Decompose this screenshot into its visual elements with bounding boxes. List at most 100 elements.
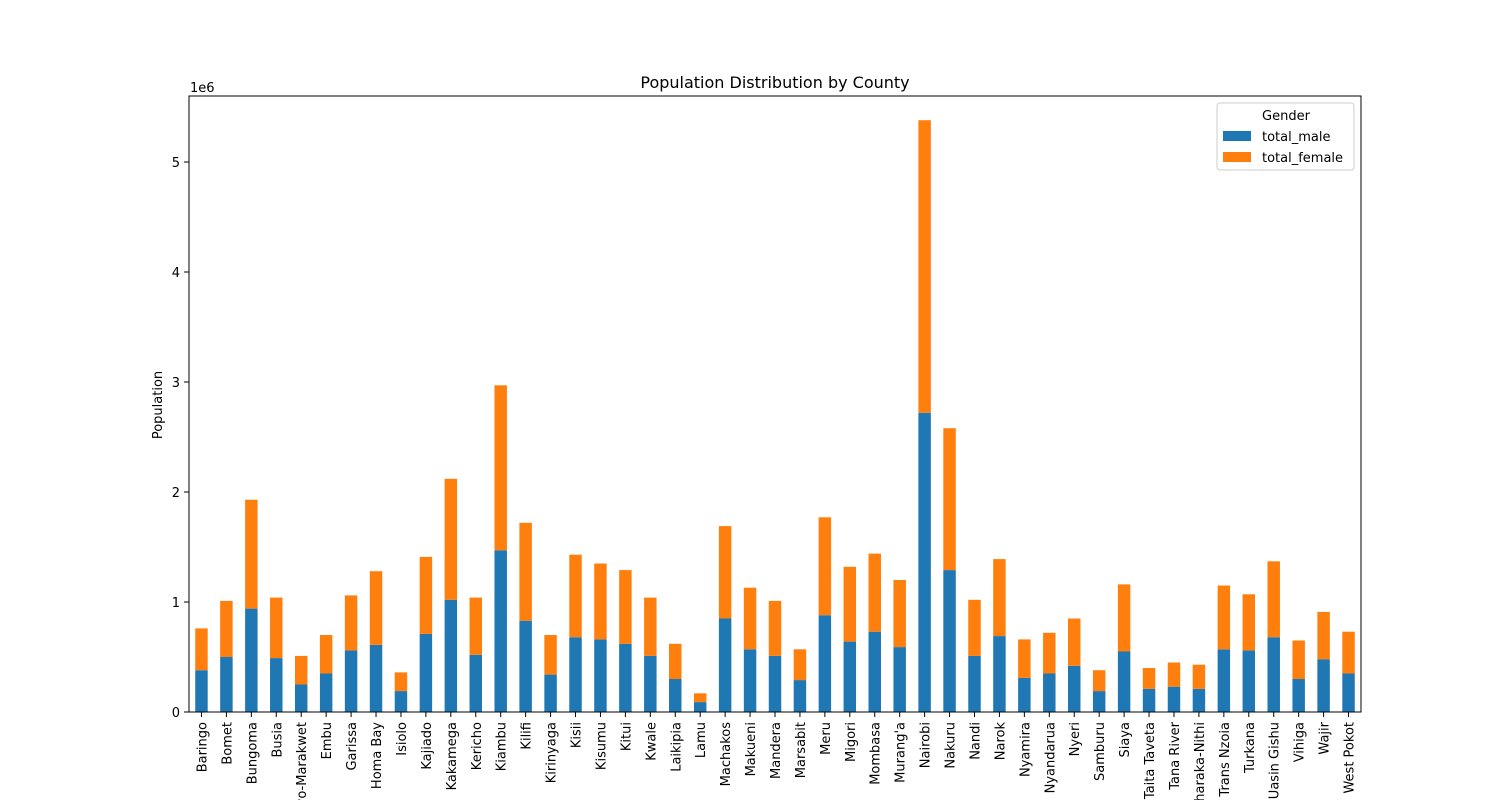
bar-kisumu-total-male — [594, 639, 607, 712]
x-tick-label-uasin-gishu: Uasin Gishu — [1268, 722, 1283, 799]
y-tick-label-1: 1 — [172, 596, 180, 611]
bar-kericho-total-male — [469, 654, 482, 712]
x-tick-label-tana-river: Tana River — [1168, 721, 1183, 790]
x-tick-label-makueni: Makueni — [744, 722, 759, 776]
bar-nyandarua-total-female — [1043, 632, 1056, 674]
bar-meru-total-male — [818, 615, 832, 712]
bar-mandera-total-male — [768, 655, 782, 712]
x-tick-label-mombasa: Mombasa — [869, 722, 884, 785]
bar-isiolo-total-female — [394, 672, 408, 692]
bar-kakamega-total-female — [444, 478, 458, 600]
bar-kajiado-total-male — [419, 633, 433, 712]
y-tick-label-2: 2 — [172, 486, 180, 501]
bar-murang-a-total-male — [893, 647, 906, 712]
bar-nyamira-total-male — [1018, 677, 1031, 712]
x-axis: Baringo Bomet Bungoma Busia Elgeyo-Marakwet E… — [195, 712, 1358, 800]
x-tick-label-migori: Migori — [844, 722, 859, 762]
x-tick-label-elgeyo-marakwet: Elgeyo-Marakwet — [295, 722, 310, 800]
x-tick-label-kericho: Kericho — [470, 722, 485, 770]
x-tick-label-kakamega: Kakamega — [445, 722, 460, 790]
legend-swatch-total-female — [1223, 152, 1251, 162]
bar-kisii-total-male — [569, 637, 582, 712]
bar-uasin-gishu-total-female — [1267, 561, 1280, 638]
legend-box — [1216, 102, 1355, 171]
bar-embu-total-female — [319, 635, 333, 674]
bar-bomet-total-female — [220, 600, 233, 657]
bar-nairobi-total-male — [918, 412, 931, 712]
bar-kisii-total-female — [569, 554, 582, 638]
x-tick-label-kitui: Kitui — [619, 722, 634, 751]
x-tick-label-machakos: Machakos — [719, 722, 734, 787]
bar-kajiado-total-female — [419, 556, 433, 634]
bar-nandi-total-female — [968, 599, 981, 656]
x-tick-label-embu: Embu — [320, 722, 335, 759]
bar-tana-river-total-male — [1167, 686, 1181, 712]
bar-kilifi-total-male — [519, 620, 532, 712]
bar-nairobi-total-female — [918, 120, 931, 413]
x-tick-label-nakuru: Nakuru — [944, 722, 959, 769]
bar-nakuru-total-female — [943, 428, 956, 571]
bar-tana-river-total-female — [1167, 662, 1181, 687]
bar-bungoma-total-female — [245, 499, 258, 609]
bar-meru-total-female — [818, 517, 832, 616]
bar-makueni-total-female — [743, 587, 757, 650]
bar-nakuru-total-male — [943, 570, 956, 712]
bar-siaya-total-female — [1117, 584, 1131, 652]
x-tick-label-garissa: Garissa — [345, 722, 360, 771]
x-tick-label-bungoma: Bungoma — [245, 722, 260, 784]
x-tick-label-isiolo: Isiolo — [395, 722, 410, 756]
bar-nyeri-total-female — [1068, 618, 1081, 666]
x-tick-label-lamu: Lamu — [694, 722, 709, 758]
bar-kakamega-total-male — [444, 599, 458, 712]
y-tick-label-0: 0 — [172, 706, 180, 721]
bar-bomet-total-male — [220, 657, 233, 712]
bar-west-pokot-total-male — [1342, 673, 1355, 712]
bar-narok-total-female — [993, 559, 1006, 637]
bar-murang-a-total-female — [893, 580, 906, 648]
bars-layer — [195, 120, 1355, 712]
x-tick-label-bomet: Bomet — [220, 722, 235, 765]
x-tick-label-mandera: Mandera — [769, 722, 784, 779]
bar-uasin-gishu-total-male — [1267, 637, 1280, 712]
bar-trans-nzoia-total-male — [1217, 649, 1231, 712]
legend-swatch-total-male — [1223, 131, 1251, 141]
bar-machakos-total-male — [718, 618, 732, 712]
y-tick-label-4: 4 — [172, 266, 180, 281]
bar-baringo-total-male — [195, 670, 208, 712]
bar-vihiga-total-male — [1292, 679, 1305, 712]
bar-mandera-total-female — [768, 600, 782, 656]
bar-laikipia-total-male — [669, 679, 682, 712]
bar-homa-bay-total-female — [369, 571, 383, 645]
bar-laikipia-total-female — [669, 643, 682, 679]
bar-baringo-total-female — [195, 628, 208, 671]
y-axis-scale-label: 1e6 — [190, 81, 215, 96]
bar-taita-taveta-total-female — [1142, 668, 1156, 689]
x-tick-label-wajir: Wajir — [1318, 721, 1333, 754]
bar-turkana-total-male — [1242, 650, 1256, 712]
x-tick-label-kirinyaga: Kirinyaga — [545, 722, 560, 783]
x-tick-label-siaya: Siaya — [1118, 722, 1133, 758]
bar-busia-total-male — [270, 658, 283, 712]
x-tick-label-laikipia: Laikipia — [669, 722, 684, 772]
x-tick-label-samburu: Samburu — [1093, 722, 1108, 781]
x-tick-label-kwale: Kwale — [644, 722, 659, 761]
x-tick-label-kiambu: Kiambu — [495, 722, 510, 771]
bar-kisumu-total-female — [594, 563, 607, 640]
x-tick-label-vihiga: Vihiga — [1293, 722, 1308, 762]
bar-nyamira-total-female — [1018, 639, 1031, 678]
bar-wajir-total-female — [1317, 611, 1330, 660]
bar-nyandarua-total-male — [1043, 673, 1056, 712]
bar-kirinyaga-total-male — [544, 674, 557, 712]
bar-kitui-total-male — [619, 643, 632, 712]
x-tick-label-baringo: Baringo — [195, 722, 210, 772]
bar-isiolo-total-male — [394, 691, 408, 712]
bar-samburu-total-female — [1092, 670, 1106, 692]
legend-title: Gender — [1262, 109, 1311, 124]
bar-kiambu-total-male — [494, 550, 507, 712]
x-tick-label-kisii: Kisii — [570, 722, 585, 748]
bar-migori-total-female — [843, 566, 857, 642]
bar-siaya-total-male — [1117, 651, 1131, 712]
bar-makueni-total-male — [743, 649, 757, 712]
bar-busia-total-female — [270, 597, 283, 659]
x-tick-label-nyamira: Nyamira — [1018, 722, 1033, 777]
